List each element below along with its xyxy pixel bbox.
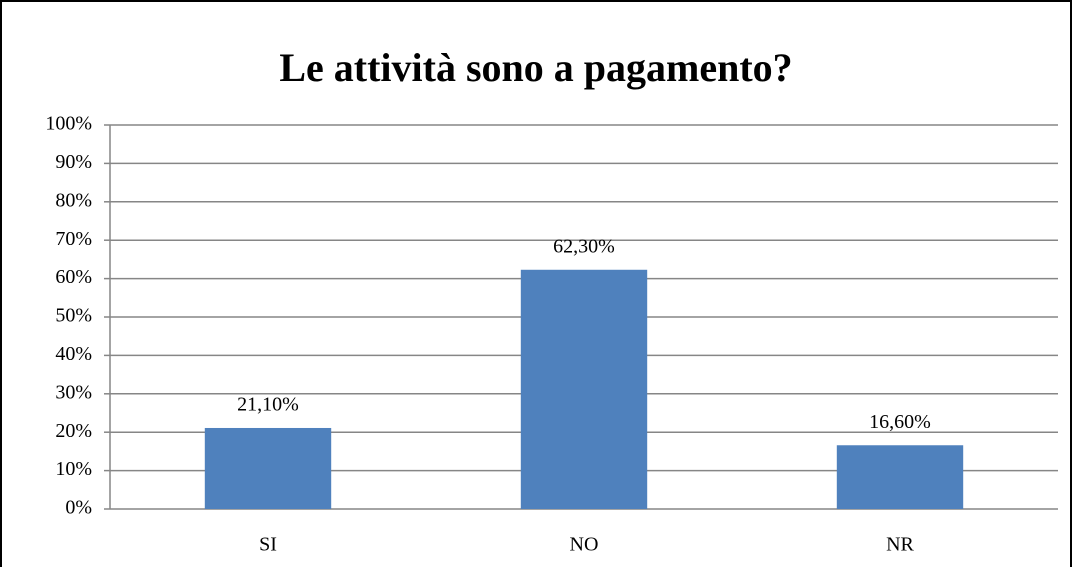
bar [836, 445, 964, 509]
y-tick-label: 70% [55, 228, 92, 250]
bar [204, 427, 332, 509]
y-tick-label: 30% [55, 381, 92, 403]
bar [520, 269, 648, 509]
y-tick-label: 100% [45, 113, 92, 135]
y-tick-label: 60% [55, 266, 92, 288]
data-label: 21,10% [237, 394, 299, 416]
data-label: 62,30% [553, 235, 615, 257]
data-label: 16,60% [869, 411, 931, 433]
y-tick-label: 10% [55, 458, 92, 480]
y-tick-label: 50% [55, 305, 92, 327]
y-tick-label: 80% [55, 189, 92, 211]
x-tick-label: SI [259, 534, 277, 556]
y-tick-label: 40% [55, 343, 92, 365]
y-tick-label: 90% [55, 151, 92, 173]
y-tick-label: 0% [65, 497, 92, 519]
x-tick-label: NO [570, 534, 599, 556]
chart-title: Le attività sono a pagamento? [279, 45, 792, 90]
y-tick-label: 20% [55, 420, 92, 442]
x-tick-label: NR [886, 534, 914, 556]
